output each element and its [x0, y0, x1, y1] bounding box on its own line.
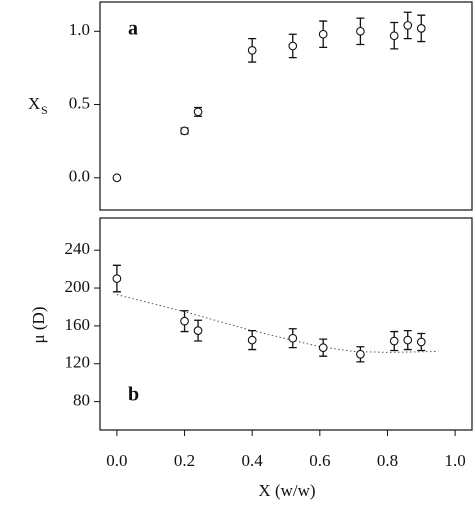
- data-point: [416, 24, 426, 33]
- x-tick-label: 0.8: [377, 451, 398, 470]
- x-tick-label: 1.0: [444, 451, 465, 470]
- y-tick-label: 160: [65, 315, 91, 334]
- x-tick-label: 0.6: [309, 451, 330, 470]
- data-point: [389, 336, 399, 346]
- data-point: [288, 41, 298, 51]
- panel-frame: [99, 217, 473, 431]
- y-axis-label: X: [28, 94, 40, 113]
- y-tick-label: 1.0: [69, 20, 90, 39]
- panel-label: a: [128, 18, 138, 40]
- data-point: [389, 31, 399, 41]
- x-axis-label: X (w/w): [258, 481, 315, 500]
- data-point: [356, 26, 365, 36]
- y-axis-label: μ (D): [29, 307, 48, 344]
- data-point: [112, 274, 122, 283]
- x-tick-label: 0.0: [106, 451, 127, 470]
- data-point: [318, 29, 328, 39]
- data-point: [288, 333, 298, 343]
- data-point: [247, 45, 257, 55]
- data-point: [403, 335, 413, 345]
- data-point: [416, 337, 426, 347]
- data-point: [403, 21, 413, 30]
- data-point: [180, 316, 189, 326]
- data-point: [356, 349, 365, 359]
- panel-label: b: [128, 384, 139, 406]
- y-tick-label: 0.0: [69, 167, 90, 186]
- data-point: [180, 126, 189, 136]
- x-tick-label: 0.2: [174, 451, 195, 470]
- y-tick-label: 0.5: [69, 93, 90, 112]
- fit-line: [116, 294, 439, 353]
- data-point: [112, 173, 122, 183]
- y-axis-label-sub: S: [41, 103, 48, 117]
- y-tick-label: 200: [65, 277, 91, 296]
- data-point: [247, 335, 257, 345]
- data-point: [193, 107, 203, 117]
- data-point: [318, 343, 328, 353]
- panel-frame: [99, 1, 473, 211]
- data-point: [193, 326, 203, 335]
- y-tick-label: 120: [65, 353, 91, 372]
- x-tick-label: 0.4: [242, 451, 264, 470]
- y-tick-label: 80: [73, 391, 90, 410]
- y-tick-label: 240: [65, 239, 91, 258]
